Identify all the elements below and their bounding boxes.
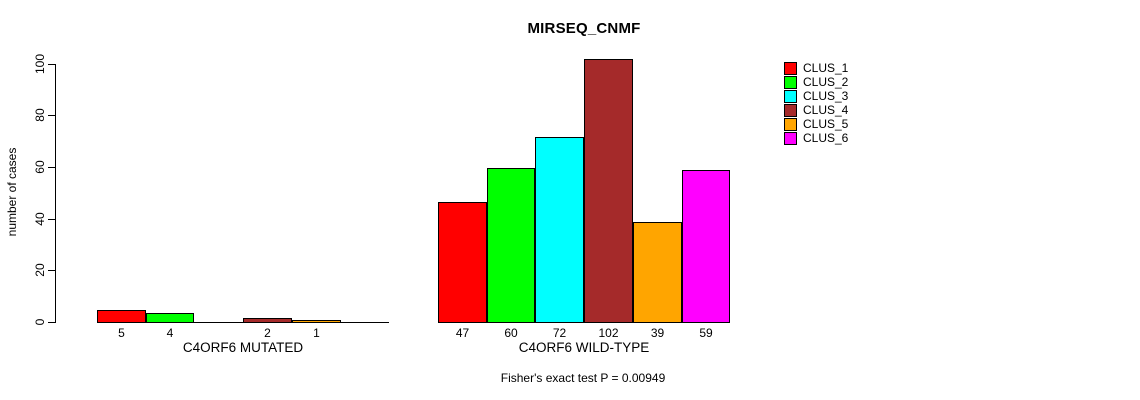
legend-label: CLUS_5 bbox=[803, 117, 849, 131]
legend-swatch bbox=[784, 132, 797, 145]
legend-swatch bbox=[784, 76, 797, 89]
legend-label: CLUS_3 bbox=[803, 89, 849, 103]
legend-label: CLUS_1 bbox=[803, 61, 849, 75]
x-axis-group-label: C4ORF6 MUTATED bbox=[182, 340, 304, 355]
chart-title: MIRSEQ_CNMF bbox=[527, 20, 641, 37]
bar-value-label: 59 bbox=[699, 326, 713, 340]
legend-label: CLUS_4 bbox=[803, 103, 849, 117]
y-tick-label: 80 bbox=[33, 108, 47, 122]
bar-clus_6-wild-type bbox=[682, 170, 730, 323]
bar-clus_1-wild-type bbox=[438, 202, 487, 323]
bar-clus_5-mutated bbox=[292, 320, 341, 323]
bar-clus_4-wild-type bbox=[584, 59, 633, 323]
bar-value-label: 5 bbox=[118, 326, 125, 340]
bar-value-label: 60 bbox=[504, 326, 518, 340]
legend-item: CLUS_1 bbox=[784, 62, 848, 75]
legend-item: CLUS_6 bbox=[784, 132, 848, 145]
y-tick bbox=[48, 270, 55, 271]
legend-item: CLUS_5 bbox=[784, 118, 848, 131]
y-tick-label: 60 bbox=[33, 160, 47, 174]
y-tick-label: 0 bbox=[33, 318, 47, 326]
bar-clus_5-wild-type bbox=[633, 222, 682, 323]
bar-clus_3-wild-type bbox=[535, 137, 584, 323]
y-tick bbox=[48, 219, 55, 220]
bar-clus_2-wild-type bbox=[487, 168, 535, 323]
legend-swatch bbox=[784, 62, 797, 75]
y-tick bbox=[48, 64, 55, 65]
legend-swatch bbox=[784, 118, 797, 131]
legend-item: CLUS_3 bbox=[784, 90, 848, 103]
y-axis-label: number of cases bbox=[5, 147, 19, 237]
bar-value-label: 47 bbox=[455, 326, 470, 340]
legend: CLUS_1 CLUS_2 CLUS_3 CLUS_4 CLUS_5 CLUS_6 bbox=[784, 62, 848, 146]
x-axis-group-label: C4ORF6 WILD-TYPE bbox=[518, 340, 650, 355]
bar-clus_1-mutated bbox=[97, 310, 146, 323]
bar-value-label: 4 bbox=[166, 326, 174, 340]
y-tick bbox=[48, 322, 55, 323]
bar-clus_2-mutated bbox=[146, 313, 194, 323]
legend-swatch bbox=[784, 104, 797, 117]
y-tick-label: 100 bbox=[33, 53, 47, 75]
bar-value-label: 2 bbox=[264, 326, 271, 340]
fisher-test-annotation: Fisher's exact test P = 0.00949 bbox=[500, 371, 666, 385]
bar-value-label: 39 bbox=[650, 326, 665, 340]
bar-value-label: 102 bbox=[598, 326, 619, 340]
y-axis-line bbox=[55, 64, 56, 323]
bar-value-label: 1 bbox=[313, 326, 320, 340]
bar-value-label: 72 bbox=[552, 326, 567, 340]
legend-item: CLUS_4 bbox=[784, 104, 848, 117]
y-tick bbox=[48, 167, 55, 168]
legend-label: CLUS_6 bbox=[803, 131, 849, 145]
bar-clus_4-mutated bbox=[243, 318, 292, 323]
legend-item: CLUS_2 bbox=[784, 76, 848, 89]
y-tick-label: 40 bbox=[33, 212, 47, 226]
legend-label: CLUS_2 bbox=[803, 75, 849, 89]
y-tick bbox=[48, 115, 55, 116]
y-tick-label: 20 bbox=[33, 263, 47, 277]
legend-swatch bbox=[784, 90, 797, 103]
